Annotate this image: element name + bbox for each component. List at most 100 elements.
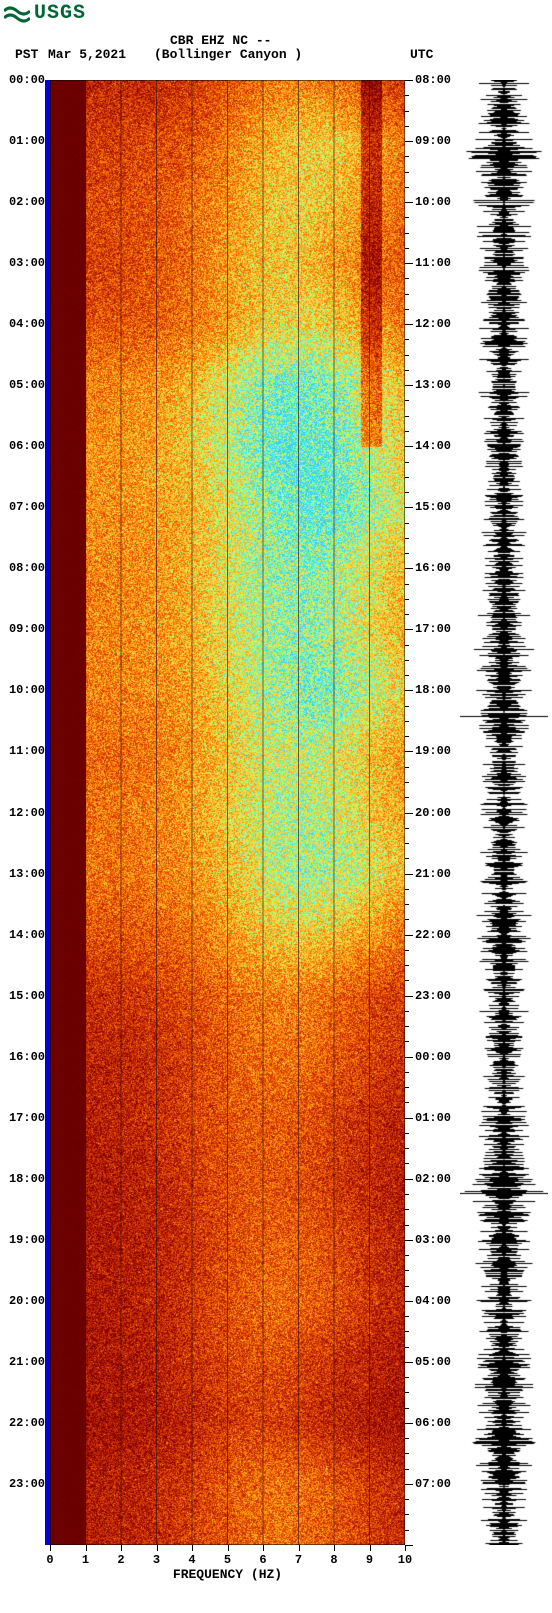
utc-major-tick: [405, 202, 413, 203]
freq-tick: [192, 1545, 193, 1551]
utc-minor-tick: [405, 599, 409, 600]
utc-minor-tick: [405, 1514, 409, 1515]
pst-tick-label: 10:00: [9, 683, 45, 697]
utc-minor-tick: [405, 767, 409, 768]
utc-minor-tick: [405, 1026, 409, 1027]
utc-major-tick: [405, 874, 413, 875]
spectrogram: [50, 80, 405, 1545]
frequency-axis-label: FREQUENCY (HZ): [173, 1567, 282, 1582]
utc-tick-label: 21:00: [415, 867, 451, 881]
utc-major-tick: [405, 1240, 413, 1241]
pst-label: PST: [15, 48, 38, 62]
utc-major-tick: [405, 1545, 413, 1546]
freq-tick: [299, 1545, 300, 1551]
freq-tick-label: 0: [46, 1553, 53, 1567]
utc-tick-label: 01:00: [415, 1111, 451, 1125]
utc-minor-tick: [405, 1270, 409, 1271]
freq-tick: [334, 1545, 335, 1551]
utc-major-tick: [405, 80, 413, 81]
freq-tick-label: 2: [117, 1553, 124, 1567]
freq-tick: [370, 1545, 371, 1551]
pst-tick-label: 15:00: [9, 989, 45, 1003]
header-date: Mar 5,2021: [48, 48, 126, 62]
utc-minor-tick: [405, 889, 409, 890]
pst-tick-label: 02:00: [9, 195, 45, 209]
utc-minor-tick: [405, 248, 409, 249]
frequency-axis: FREQUENCY (HZ) 012345678910: [50, 1545, 405, 1585]
freq-tick-label: 9: [366, 1553, 373, 1567]
utc-minor-tick: [405, 462, 409, 463]
pst-tick-label: 14:00: [9, 928, 45, 942]
freq-tick: [50, 1545, 51, 1551]
utc-minor-tick: [405, 355, 409, 356]
pst-tick-label: 13:00: [9, 867, 45, 881]
pst-tick-label: 07:00: [9, 500, 45, 514]
utc-minor-tick: [405, 828, 409, 829]
freq-tick-label: 10: [398, 1553, 412, 1567]
utc-minor-tick: [405, 797, 409, 798]
freq-tick: [86, 1545, 87, 1551]
pst-tick-label: 23:00: [9, 1477, 45, 1491]
utc-tick-label: 23:00: [415, 989, 451, 1003]
utc-tick-label: 14:00: [415, 439, 451, 453]
utc-major-tick: [405, 1423, 413, 1424]
utc-minor-tick: [405, 294, 409, 295]
utc-minor-tick: [405, 965, 409, 966]
freq-tick: [121, 1545, 122, 1551]
utc-minor-tick: [405, 1499, 409, 1500]
utc-minor-tick: [405, 1530, 409, 1531]
utc-minor-tick: [405, 553, 409, 554]
utc-minor-tick: [405, 111, 409, 112]
utc-minor-tick: [405, 523, 409, 524]
utc-major-tick: [405, 324, 413, 325]
utc-minor-tick: [405, 1209, 409, 1210]
freq-tick-label: 5: [224, 1553, 231, 1567]
utc-minor-tick: [405, 858, 409, 859]
utc-minor-tick: [405, 1225, 409, 1226]
utc-tick-label: 03:00: [415, 1233, 451, 1247]
utc-tick-label: 19:00: [415, 744, 451, 758]
pst-tick-label: 11:00: [9, 744, 45, 758]
freq-tick: [405, 1545, 406, 1551]
freq-tick-label: 6: [259, 1553, 266, 1567]
utc-minor-tick: [405, 843, 409, 844]
utc-tick-label: 11:00: [415, 256, 451, 270]
utc-tick-label: 17:00: [415, 622, 451, 636]
utc-tick-label: 15:00: [415, 500, 451, 514]
utc-tick-label: 08:00: [415, 73, 451, 87]
utc-minor-tick: [405, 370, 409, 371]
utc-tick-label: 07:00: [415, 1477, 451, 1491]
spectrogram-canvas: [50, 80, 405, 1545]
utc-minor-tick: [405, 1148, 409, 1149]
station-code: CBR EHZ NC --: [170, 34, 271, 48]
freq-tick-label: 8: [330, 1553, 337, 1567]
usgs-logo: USGS: [4, 2, 86, 25]
pst-tick-label: 06:00: [9, 439, 45, 453]
utc-major-tick: [405, 813, 413, 814]
utc-minor-tick: [405, 187, 409, 188]
freq-tick-label: 3: [153, 1553, 160, 1567]
pst-tick-label: 01:00: [9, 134, 45, 148]
utc-minor-tick: [405, 1133, 409, 1134]
utc-minor-tick: [405, 416, 409, 417]
utc-major-tick: [405, 1484, 413, 1485]
pst-tick-label: 00:00: [9, 73, 45, 87]
utc-major-tick: [405, 141, 413, 142]
utc-minor-tick: [405, 980, 409, 981]
pst-tick-label: 08:00: [9, 561, 45, 575]
right-time-axis-utc: 08:0009:0010:0011:0012:0013:0014:0015:00…: [405, 80, 460, 1545]
utc-minor-tick: [405, 1011, 409, 1012]
utc-major-tick: [405, 1057, 413, 1058]
utc-minor-tick: [405, 477, 409, 478]
utc-major-tick: [405, 1362, 413, 1363]
utc-minor-tick: [405, 919, 409, 920]
utc-major-tick: [405, 1118, 413, 1119]
pst-tick-label: 03:00: [9, 256, 45, 270]
utc-minor-tick: [405, 1194, 409, 1195]
utc-tick-label: 13:00: [415, 378, 451, 392]
utc-minor-tick: [405, 492, 409, 493]
freq-tick: [263, 1545, 264, 1551]
utc-minor-tick: [405, 584, 409, 585]
freq-tick-label: 1: [82, 1553, 89, 1567]
pst-tick-label: 18:00: [9, 1172, 45, 1186]
